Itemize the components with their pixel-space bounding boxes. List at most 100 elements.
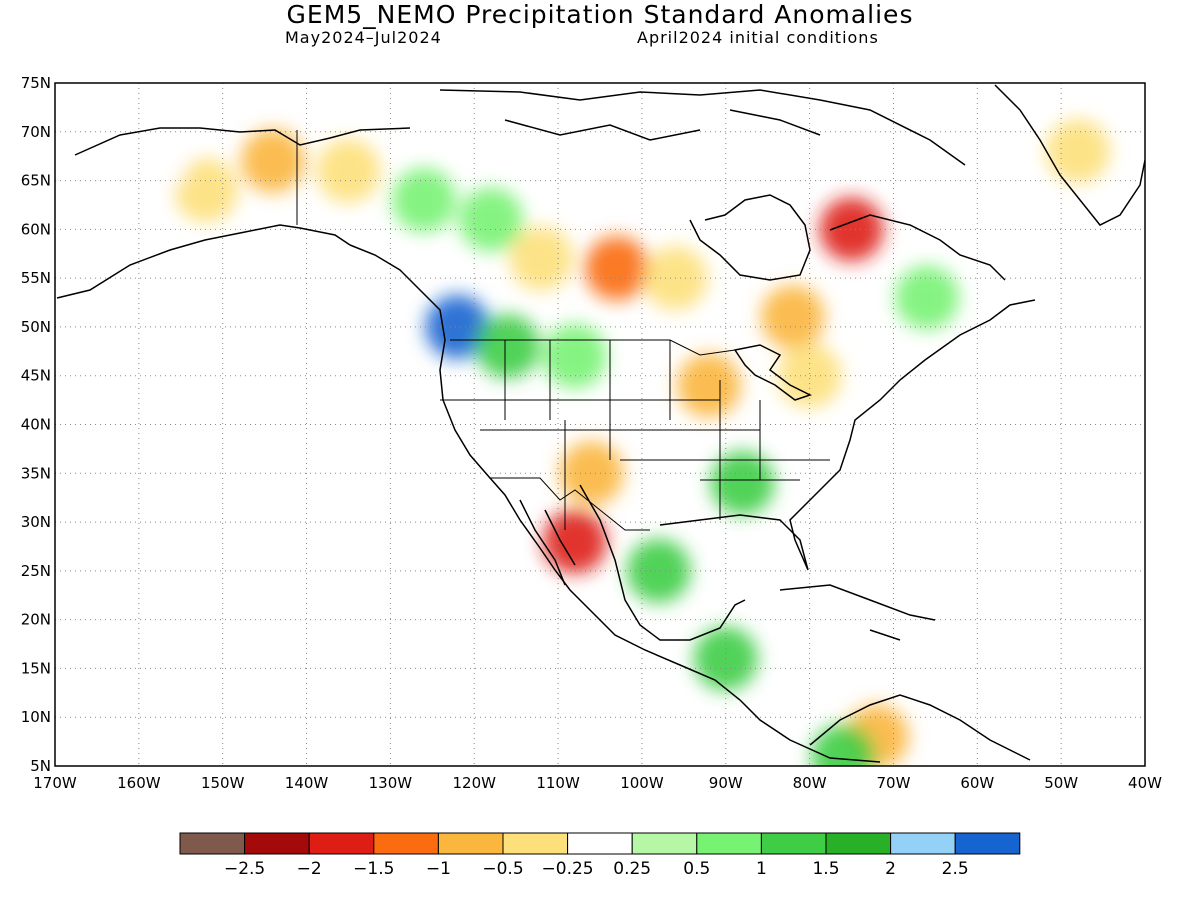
west-coastline: [349, 244, 881, 763]
great-lakes: [733, 344, 812, 401]
colorbar-label: 2: [885, 859, 896, 879]
colorbar-swatch: [631, 832, 698, 855]
lon-label: 100W: [620, 774, 664, 792]
lat-label: 65N: [21, 172, 51, 190]
colorbar-label: −0.5: [482, 859, 523, 879]
lat-label: 70N: [21, 123, 51, 141]
lat-label: 30N: [21, 513, 51, 531]
political-boundaries: [296, 130, 830, 531]
lat-label: 5N: [30, 757, 51, 775]
lon-label: 90W: [709, 774, 743, 792]
lon-label: 70W: [877, 774, 911, 792]
colorbar-label: 1: [756, 859, 767, 879]
anomaly-region-2: [173, 158, 238, 223]
alaska-coastline: [56, 127, 411, 299]
anomaly-field: [123, 119, 1110, 766]
colorbar: −2.5 −2 −1.5 −1 −0.5 −0.25 0.25 0.5 1 1.5 2 2.5: [179, 832, 1021, 879]
anomaly-region-9: [509, 226, 574, 291]
caribbean-islands: [779, 584, 936, 641]
lat-label: 40N: [21, 416, 51, 434]
anomaly-region-21: [710, 451, 775, 516]
map-title: GEM5_NEMO Precipitation Standard Anomali…: [286, 0, 914, 29]
coastlines: [56, 84, 1145, 763]
anomaly-region-5: [459, 187, 523, 252]
lon-label: 170W: [33, 774, 77, 792]
colorbar-label: 1.5: [812, 859, 839, 879]
anomaly-region-8: [542, 324, 607, 389]
lat-label: 10N: [21, 708, 51, 726]
anomaly-region-12: [760, 285, 825, 350]
longitude-labels: 170W 160W 150W 140W 130W 120W 110W 100W 90W 80W 70…: [33, 774, 1162, 792]
lon-label: 140W: [285, 774, 329, 792]
lat-label: 35N: [21, 464, 51, 482]
lon-label: 110W: [536, 774, 580, 792]
forecast-period: May2024–Jul2024: [285, 28, 442, 47]
anomaly-region-3: [123, 129, 188, 194]
colorbar-label: −2: [297, 859, 322, 879]
anomaly-region-13: [677, 353, 741, 418]
lat-label: 15N: [21, 659, 51, 677]
colorbar-swatch: [825, 832, 892, 855]
colorbar-swatch: [890, 832, 956, 855]
lon-label: 130W: [369, 774, 413, 792]
anomaly-region-17: [1045, 119, 1110, 184]
colorbar-label: −1: [426, 859, 451, 879]
initial-conditions: April2024 initial conditions: [637, 28, 879, 47]
colorbar-label: −1.5: [353, 859, 394, 879]
colorbar-swatch: [696, 832, 762, 855]
lat-label: 50N: [21, 318, 51, 336]
hudson-bay-coastline: [689, 194, 811, 281]
colorbar-swatch: [567, 832, 633, 855]
lat-label: 25N: [21, 562, 51, 580]
colorbar-swatch: [244, 832, 310, 855]
colorbar-swatch: [954, 832, 1021, 855]
arctic-islands: [439, 89, 966, 166]
plot-border: [54, 82, 1146, 767]
anomaly-region-1: [316, 138, 381, 203]
lat-label: 20N: [21, 611, 51, 629]
anomaly-region-19: [542, 509, 607, 574]
lon-label: 60W: [960, 774, 994, 792]
anomaly-region-6: [425, 294, 490, 359]
lon-label: 150W: [201, 774, 245, 792]
colorbar-swatch: [437, 832, 504, 855]
colorbar-label: −0.25: [542, 859, 594, 879]
anomaly-region-18: [559, 441, 624, 506]
baja-coastline: [519, 499, 576, 586]
colorbar-swatch: [179, 832, 246, 855]
lon-label: 160W: [117, 774, 161, 792]
colorbar-label: −2.5: [224, 859, 265, 879]
gulf-coastline: [579, 299, 1036, 641]
colorbar-label: 0.5: [683, 859, 710, 879]
anomaly-region-14: [777, 343, 842, 408]
anomaly-region-10: [584, 236, 649, 301]
lat-label: 55N: [21, 269, 51, 287]
lat-label: 45N: [21, 367, 51, 385]
anomaly-region-4: [391, 168, 456, 233]
colorbar-swatch: [760, 832, 827, 855]
greenland-coastline: [994, 84, 1145, 226]
lon-label: 80W: [793, 774, 827, 792]
colorbar-swatch: [308, 832, 375, 855]
anomaly-region-7: [475, 314, 540, 379]
colorbar-swatch: [373, 832, 439, 855]
lon-label: 40W: [1128, 774, 1162, 792]
latitude-labels: 75N 70N 65N 60N 55N 50N 45N 40N 35N 30N 25N 20N 15N 1…: [21, 74, 51, 775]
us-mexico-border: [490, 477, 650, 531]
colorbar-swatch: [502, 832, 569, 855]
south-america-coastline: [809, 694, 1031, 761]
anomaly-region-0: [241, 129, 305, 194]
anomaly-region-20: [626, 538, 691, 603]
colorbar-label: 0.25: [613, 859, 651, 879]
lat-label: 75N: [21, 74, 51, 92]
colorbar-label: 2.5: [942, 859, 969, 879]
anomaly-region-24: [811, 724, 876, 766]
anomaly-region-15: [819, 197, 884, 262]
lon-label: 120W: [452, 774, 496, 792]
anomaly-region-16: [895, 265, 959, 330]
lat-label: 60N: [21, 220, 51, 238]
state-lines: [440, 340, 830, 530]
lon-label: 50W: [1044, 774, 1078, 792]
labrador-coastline: [829, 214, 1006, 281]
